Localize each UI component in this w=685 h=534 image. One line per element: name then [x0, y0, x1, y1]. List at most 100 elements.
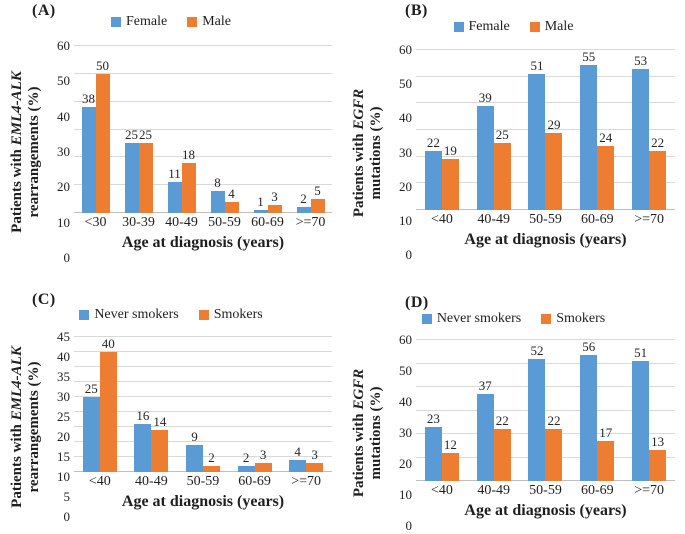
y-tick-label: 60 [399, 332, 412, 347]
plot-column: 38 50 25 25 11 18 8 4 1 3 2 5 <30 30-39 40-49 50-59 60-… [74, 45, 332, 258]
bar-value-label: 52 [530, 342, 544, 358]
x-tick-label: 50-59 [529, 482, 562, 498]
y-tick-label: 10 [57, 214, 70, 230]
chart-body: Patients with EGFR mutations (%) 0 10 20 30 4… [346, 43, 675, 262]
bar [289, 460, 307, 472]
x-tick-label: 50-59 [208, 214, 241, 230]
legend: Female Male [342, 19, 685, 35]
y-axis-ticks: 0 5 10 15 20 25 30 35 40 45 [48, 330, 74, 524]
bar-value-label: 3 [271, 188, 278, 204]
y-tick-label: 5 [63, 489, 71, 505]
gridline [416, 339, 675, 340]
bar-value-label: 25 [84, 381, 98, 396]
bar-value-label: 4 [228, 185, 235, 201]
panel-a: (A) Female Male Patients with EML4-ALK rea… [0, 0, 342, 267]
legend: Never smokers Smokers [342, 311, 685, 327]
x-tick-label: 60-69 [580, 482, 614, 498]
bar [210, 190, 225, 213]
category-group: 22 19 [416, 50, 468, 210]
x-tick-label: 50-59 [529, 211, 562, 227]
bar [267, 204, 282, 213]
x-tick-label: >=70 [291, 473, 322, 489]
legend-color-swatch [187, 17, 198, 27]
x-axis-title: Age at diagnosis (years) [464, 231, 627, 248]
legend: Never smokers Smokers [0, 307, 342, 323]
x-tick-label: 40-49 [165, 214, 198, 230]
legend-color-swatch [529, 22, 540, 32]
bar [138, 143, 153, 213]
chart-body: Patients with EGFR mutations (%) 0 10 20 30 4… [346, 333, 675, 533]
bar [237, 466, 255, 472]
y-axis-title-line: Patients with EGFR [351, 88, 368, 217]
y-axis-title-line: Patients with EGFR [351, 368, 368, 498]
gridline [416, 362, 675, 364]
bar [296, 207, 311, 213]
bar-value-label: 8 [214, 174, 221, 190]
legend-label: Smokers [556, 311, 606, 326]
legend-item: Female [111, 14, 167, 30]
bar [424, 151, 442, 210]
bar-group: 3 [306, 337, 324, 472]
y-tick-label: 30 [57, 144, 70, 159]
bar-value-label: 22 [495, 413, 509, 429]
bar-value-label: 37 [478, 378, 492, 394]
y-tick-label: 60 [57, 38, 70, 53]
bar [95, 73, 110, 213]
panel-label: (A) [32, 2, 56, 19]
y-tick-label: 0 [405, 247, 413, 262]
bar-group: 22 [493, 340, 511, 481]
bar-value-label: 4 [294, 444, 301, 460]
gridline [74, 441, 332, 442]
x-tick-label: >=70 [634, 482, 664, 498]
gridline [74, 381, 332, 382]
bar-value-label: 22 [651, 135, 665, 151]
y-tick-label: 20 [57, 429, 70, 445]
legend: Female Male [0, 14, 342, 30]
legend-item: Female [453, 19, 510, 35]
bar [476, 106, 494, 210]
legend-label: Female [468, 19, 510, 34]
bar [597, 146, 615, 210]
y-tick-label: 10 [399, 212, 412, 228]
bar-group: 12 [441, 340, 459, 481]
x-tick-label: 60-69 [580, 211, 614, 227]
gridline [74, 45, 332, 46]
y-tick-label: 15 [57, 449, 70, 465]
bar-value-label: 40 [101, 336, 115, 351]
bar [82, 397, 100, 472]
category-group: 55 24 [571, 50, 623, 210]
bar-group: 5 [310, 46, 325, 213]
bar-group: 14 [151, 337, 169, 472]
gridline [74, 72, 332, 74]
bar-value-label: 53 [634, 52, 648, 68]
bar [441, 452, 459, 481]
bar [632, 68, 650, 210]
chart-body: Patients with EML4-ALK rearrangements (%)… [4, 330, 332, 524]
legend-color-swatch [111, 17, 121, 27]
gridline [416, 102, 675, 104]
bar [528, 358, 546, 481]
legend-item: Male [529, 19, 574, 35]
legend-item: Never smokers [79, 307, 179, 323]
y-tick-label: 10 [399, 487, 412, 503]
bar-group: 9 [185, 337, 203, 472]
panel-label: (D) [405, 294, 429, 311]
category-group: 52 22 [520, 340, 572, 481]
bar-value-label: 25 [495, 127, 509, 143]
x-axis-title: Age at diagnosis (years) [464, 502, 627, 519]
legend-label: Male [202, 14, 231, 29]
bar-group: 23 [424, 340, 442, 481]
bar-group: 2 [237, 337, 255, 472]
bar-value-label: 12 [443, 436, 457, 452]
legend-color-swatch [79, 310, 90, 320]
y-tick-label: 0 [405, 518, 413, 533]
gridline [74, 456, 332, 457]
bar [310, 199, 325, 213]
legend-label: Male [544, 19, 574, 34]
bar [580, 355, 598, 481]
bar-group: 51 [632, 340, 650, 481]
bar-value-label: 22 [547, 413, 561, 429]
